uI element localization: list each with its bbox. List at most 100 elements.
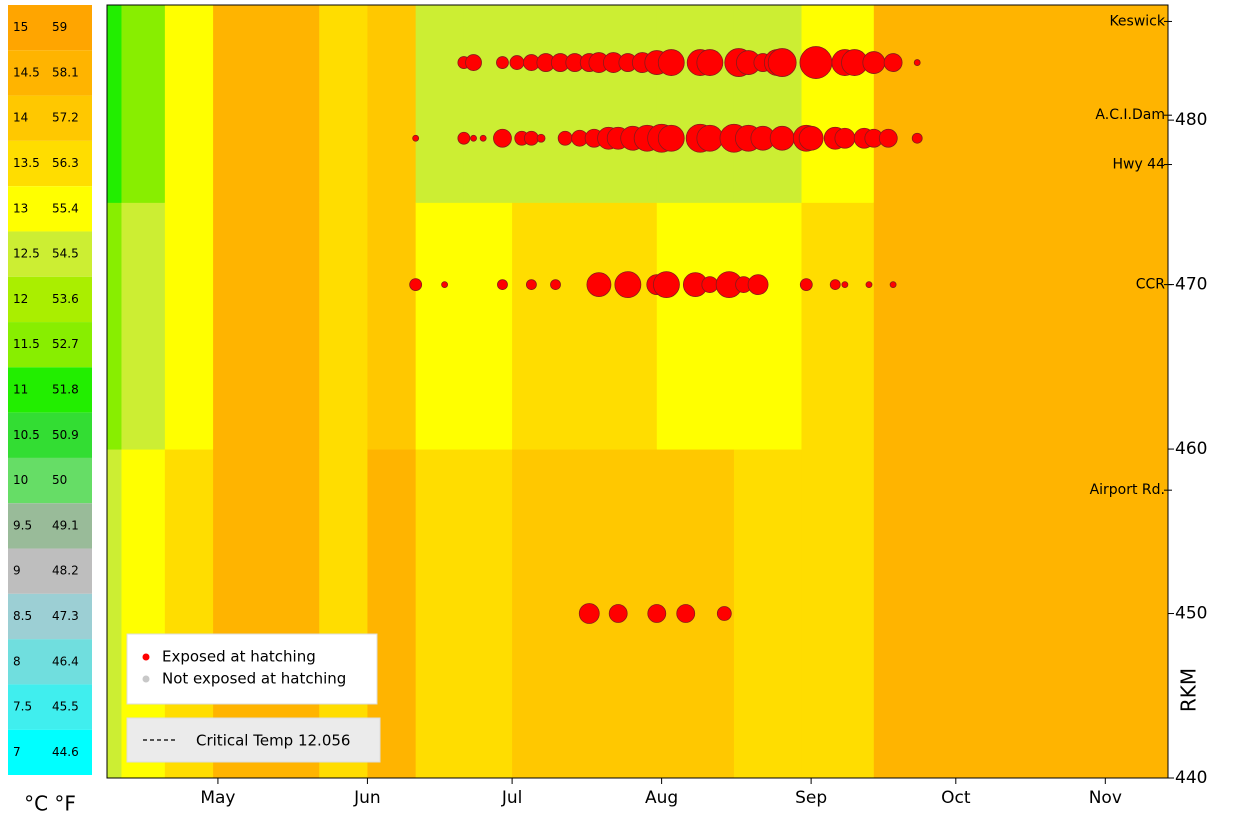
scale-c-label: 13.5	[13, 156, 40, 170]
bubble	[497, 279, 508, 290]
bubble	[470, 134, 477, 142]
scale-c-label: 12	[13, 292, 28, 306]
scale-f-label: 53.6	[52, 292, 79, 306]
heat-cell	[164, 202, 214, 450]
scale-unit-label: °C °F	[24, 792, 76, 816]
heat-cell	[873, 5, 1169, 203]
bubble	[657, 49, 685, 76]
x-tick-label: Nov	[1089, 788, 1122, 808]
bubble	[457, 131, 471, 145]
bubble	[614, 271, 642, 298]
scale-swatch	[8, 140, 92, 187]
bubble	[557, 130, 573, 146]
heat-cell	[367, 5, 417, 203]
scale-swatch	[8, 50, 92, 96]
bubble	[493, 128, 512, 148]
bubble	[608, 604, 628, 623]
scale-f-label: 56.3	[52, 156, 79, 170]
location-label: Airport Rd.	[1090, 482, 1165, 498]
bubble	[676, 604, 696, 623]
bubble	[799, 278, 813, 291]
bubble	[878, 128, 898, 148]
y-tick-label: 460	[1175, 439, 1207, 459]
scale-f-label: 44.6	[52, 745, 79, 759]
plot-frame	[106, 4, 1169, 779]
scale-c-label: 8	[13, 654, 21, 668]
heat-cell	[733, 5, 802, 203]
scale-swatch	[8, 95, 92, 141]
scale-c-label: 15	[13, 20, 28, 34]
heat-cell	[873, 449, 1169, 779]
scale-c-label: 10.5	[13, 428, 40, 442]
scale-f-label: 52.7	[52, 337, 79, 351]
legend-marker	[142, 653, 150, 661]
bubble	[524, 130, 539, 146]
scale-swatch	[8, 548, 92, 594]
scale-f-label: 57.2	[52, 111, 79, 125]
heat-cell	[656, 5, 735, 203]
y-tick-label: 480	[1175, 110, 1207, 130]
scale-f-label: 49.1	[52, 518, 79, 532]
bubble	[441, 281, 448, 288]
bubble	[696, 124, 724, 152]
heat-cell	[463, 449, 513, 779]
heat-cell	[319, 5, 368, 203]
y-axis-label: RKM	[1177, 668, 1201, 712]
heat-cell	[107, 202, 122, 450]
bubble	[696, 49, 724, 76]
legend-box	[126, 717, 381, 763]
scale-f-label: 45.5	[52, 700, 79, 714]
legend-marker	[142, 675, 150, 683]
heat-cell	[367, 202, 417, 450]
bubbles	[409, 46, 923, 624]
heat-cell	[574, 202, 658, 450]
scale-c-label: 13	[13, 201, 28, 215]
heat-cell	[213, 5, 320, 203]
heat-cell	[656, 202, 735, 450]
heatmap	[107, 5, 1169, 779]
scale-c-label: 11	[13, 383, 28, 397]
bubble	[747, 274, 769, 295]
heat-cell	[801, 5, 875, 203]
bubble	[862, 51, 886, 74]
bubble	[769, 125, 795, 151]
bubble	[412, 134, 420, 142]
scale-f-label: 47.3	[52, 609, 79, 623]
bubble	[716, 606, 732, 621]
legend-label: Critical Temp 12.056	[196, 732, 350, 750]
scale-f-label: 46.4	[52, 654, 79, 668]
heat-cell	[121, 202, 166, 450]
bubble	[841, 281, 849, 288]
bubble	[767, 48, 797, 77]
heat-cell	[463, 202, 513, 450]
scale-f-label: 50.9	[52, 428, 79, 442]
y-tick-label: 470	[1175, 275, 1207, 295]
x-tick-label: Jul	[501, 788, 523, 808]
scale-swatch	[8, 5, 92, 51]
location-label: A.C.I.Dam	[1095, 107, 1165, 123]
heat-cell	[733, 202, 802, 450]
location-label: Keswick	[1109, 13, 1165, 29]
bubble	[586, 272, 612, 297]
bubble	[465, 54, 482, 71]
scale-swatch	[8, 503, 92, 549]
bubble	[799, 46, 833, 79]
bubble	[496, 56, 509, 69]
heat-cell	[512, 449, 576, 779]
x-tick-label: May	[200, 788, 235, 808]
bubble	[701, 276, 719, 293]
heat-cell	[512, 5, 576, 203]
scale-swatch	[8, 367, 92, 413]
scale-c-label: 7.5	[13, 700, 32, 714]
scale-c-label: 9	[13, 564, 21, 578]
scale-f-label: 54.5	[52, 247, 79, 261]
heat-cell	[107, 449, 122, 779]
bubble	[409, 278, 423, 291]
heat-cell	[574, 5, 658, 203]
scale-swatch	[8, 639, 92, 685]
heat-cell	[213, 202, 320, 450]
x-tick-label: Aug	[645, 788, 678, 808]
scale-c-label: 8.5	[13, 609, 32, 623]
y-tick-label: 440	[1175, 768, 1207, 788]
heat-cell	[733, 449, 802, 779]
